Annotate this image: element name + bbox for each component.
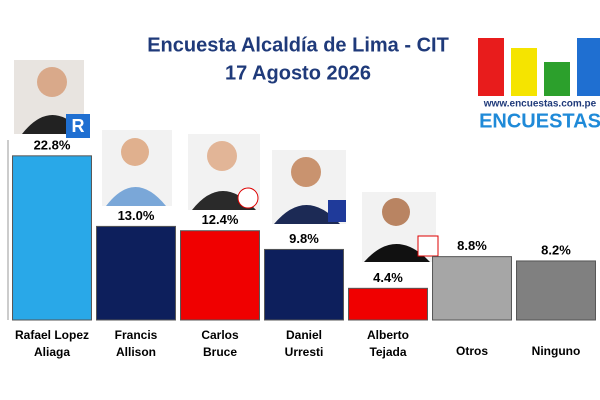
photo	[362, 192, 439, 262]
photo	[102, 130, 172, 206]
x-tick-label: Alberto Tejada	[367, 328, 409, 359]
x-tick-label: Daniel Urresti	[285, 328, 324, 359]
photos: R	[14, 60, 439, 262]
x-tick-label: Rafael Lopez Aliaga	[15, 328, 89, 359]
chart-title: Encuesta Alcaldía de Lima - CIT	[147, 34, 449, 56]
chart-subtitle: 17 Agosto 2026	[225, 62, 371, 84]
value-label: 8.2%	[541, 242, 571, 257]
value-label: 12.4%	[202, 212, 239, 227]
bar	[96, 225, 176, 321]
logo: www.encuestas.com.pe ENCUESTAS	[478, 38, 600, 132]
photo	[272, 150, 346, 224]
logo-bar	[478, 38, 504, 96]
logo-bar	[544, 62, 570, 96]
photo	[188, 134, 260, 210]
bar	[12, 155, 92, 321]
svg-text:R: R	[72, 116, 85, 136]
logo-bar	[511, 48, 537, 96]
logo-url: www.encuestas.com.pe	[483, 99, 597, 110]
bar	[516, 260, 596, 321]
logo-name: ENCUESTAS	[479, 110, 600, 132]
value-label: 13.0%	[118, 208, 155, 223]
bar	[432, 256, 512, 321]
value-label: 9.8%	[289, 231, 319, 246]
bar	[348, 287, 428, 321]
logo-bar	[577, 38, 600, 96]
bar	[180, 230, 260, 321]
value-label: 8.8%	[457, 238, 487, 253]
x-tick-label: Carlos Bruce	[201, 328, 239, 359]
bar	[264, 248, 344, 321]
x-tick-label: Francis Allison	[115, 328, 158, 359]
x-tick-label: Otros	[456, 344, 488, 358]
value-label: 22.8%	[34, 137, 71, 152]
x-tick-label: Ninguno	[532, 344, 581, 358]
photo: R	[14, 60, 90, 138]
value-label: 4.4%	[373, 270, 403, 285]
